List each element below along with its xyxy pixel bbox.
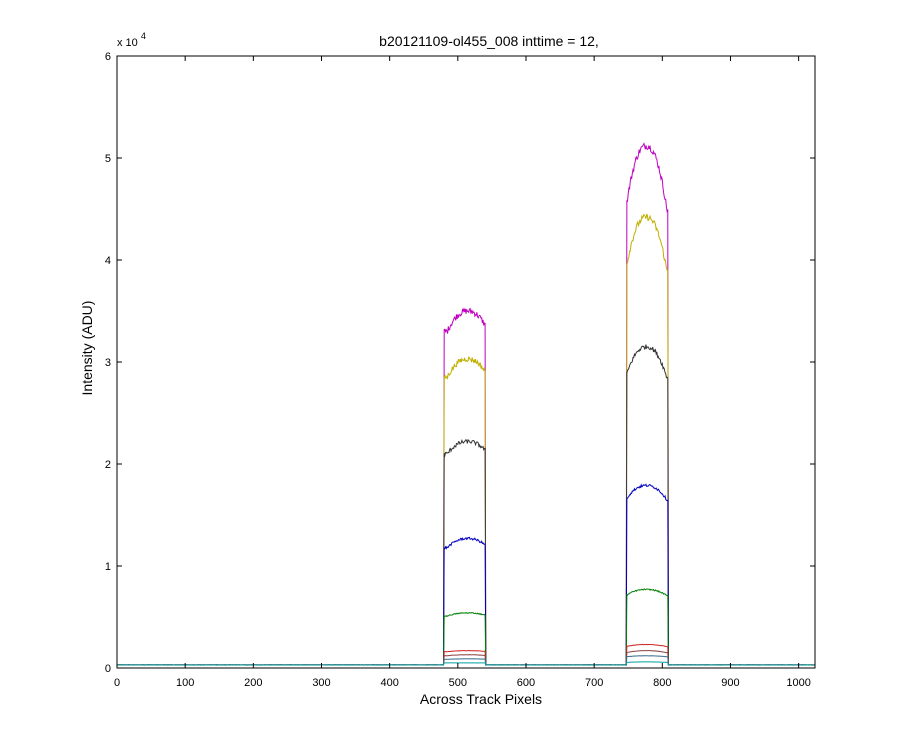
series-line — [116, 483, 816, 666]
series-line — [116, 588, 816, 666]
series-line — [116, 344, 816, 666]
x-tick-label: 0 — [114, 677, 120, 689]
x-tick-label: 400 — [380, 677, 398, 689]
series-line — [116, 661, 816, 666]
y-axis-ticks: 0 1 2 3 4 5 6 — [105, 51, 815, 675]
y-exponent-power: 4 — [141, 31, 146, 41]
series-line — [116, 142, 816, 666]
plot-frame — [116, 55, 816, 669]
y-tick-label: 1 — [105, 561, 111, 573]
x-axis-label: Across Track Pixels — [420, 691, 542, 707]
x-tick-label: 1000 — [786, 677, 810, 689]
y-tick-label: 0 — [105, 663, 111, 675]
y-axis-label: Intensity (ADU) — [79, 301, 95, 396]
plot-series — [116, 142, 816, 666]
y-tick-label: 2 — [105, 459, 111, 471]
y-tick-label: 4 — [105, 255, 111, 267]
x-tick-label: 600 — [517, 677, 535, 689]
x-tick-label: 500 — [449, 677, 467, 689]
x-tick-label: 800 — [653, 677, 671, 689]
y-exponent-base: x 10 — [117, 37, 138, 49]
y-axis-exponent: x 10 4 — [117, 31, 146, 49]
y-tick-label: 5 — [105, 153, 111, 165]
x-tick-label: 200 — [244, 677, 262, 689]
x-tick-label: 100 — [176, 677, 194, 689]
y-tick-label: 3 — [105, 357, 111, 369]
x-axis-ticks: 0 100 200 300 400 500 600 700 800 900 1000 — [114, 56, 811, 689]
series-line — [116, 655, 816, 666]
x-tick-label: 700 — [585, 677, 603, 689]
x-tick-label: 300 — [312, 677, 330, 689]
chart-title: b20121109-ol455_008 inttime = 12, — [379, 33, 599, 49]
x-tick-label: 900 — [721, 677, 739, 689]
y-tick-label: 6 — [105, 51, 111, 63]
